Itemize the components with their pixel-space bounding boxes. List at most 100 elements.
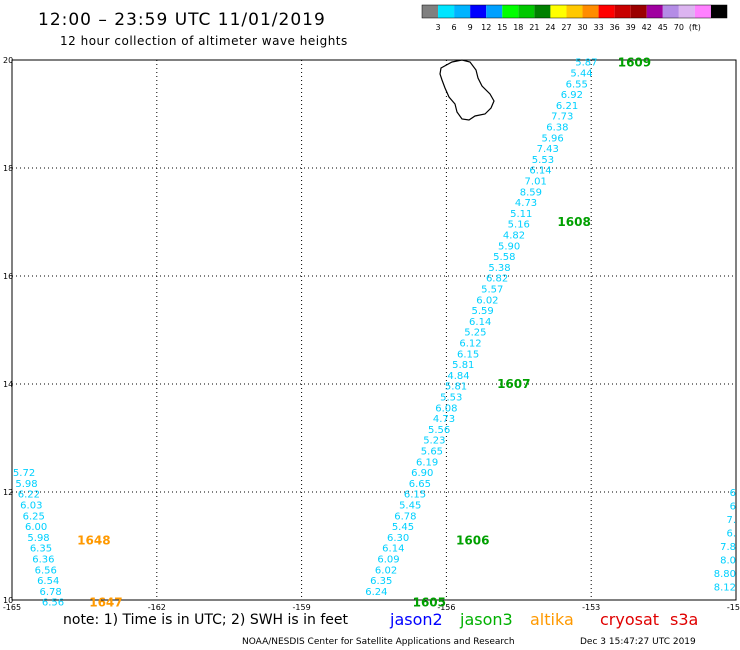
swh-value: 5.58 — [493, 252, 515, 263]
swh-value: 5.81 — [445, 382, 467, 393]
scale-swatch — [422, 5, 439, 18]
swh-value: 5.59 — [471, 306, 493, 317]
scale-swatch — [470, 5, 487, 18]
pass-number: 1605 — [413, 596, 446, 610]
swh-value: 6.78 — [39, 587, 61, 598]
scale-swatch — [550, 5, 567, 18]
swh-value: 6.12 — [459, 339, 481, 350]
right-edge-values: 6 6 7. 6. 7.8 8.0 8.80 8.12 — [714, 488, 736, 594]
pass-number: 1647 — [89, 596, 122, 610]
scale-swatch — [582, 5, 599, 18]
scale-label: 39 — [626, 23, 636, 32]
swh-value: 5.11 — [510, 209, 532, 220]
scale-label: 9 — [468, 23, 473, 32]
lat-tick-label: 14 — [3, 380, 13, 389]
scale-swatch — [598, 5, 615, 18]
pass-number: 1609 — [618, 56, 651, 70]
swh-value: 4.73 — [515, 198, 537, 209]
swh-value: 6.56 — [35, 565, 57, 576]
lon-tick-label: -156 — [437, 603, 455, 612]
scale-label: 42 — [642, 23, 652, 32]
swh-value: 6.03 — [20, 501, 42, 512]
satellite-altika: altika — [530, 610, 574, 629]
swh-value: 6.54 — [37, 576, 59, 587]
swh-value: 6.15 — [457, 349, 479, 360]
swh-value: 5.98 — [15, 479, 37, 490]
swh-value: 5.16 — [508, 220, 530, 231]
swh-value: 5.96 — [541, 133, 563, 144]
lat-lon-grid — [12, 60, 736, 600]
footer-note: note: 1) Time is in UTC; 2) SWH is in fe… — [63, 612, 349, 628]
scale-label: 30 — [577, 23, 587, 32]
swh-value-clipped: 7.8 — [720, 542, 736, 553]
swh-value: 5.87 — [575, 58, 597, 69]
scale-swatch — [646, 5, 663, 18]
scale-label: 45 — [658, 23, 668, 32]
color-scale-legend: 3 6 9 12 15 18 21 24 27 30 33 36 39 42 45 70 (ft) — [421, 4, 728, 32]
pass-number: 1607 — [497, 377, 530, 391]
swh-value: 6.08 — [435, 403, 457, 414]
swh-value: 5.81 — [452, 360, 474, 371]
swh-value: 6.25 — [23, 511, 45, 522]
lon-tick-label: -150 — [727, 603, 740, 612]
map-subtitle: 12 hour collection of altimeter wave hei… — [60, 34, 348, 48]
swh-value: 6.14 — [469, 317, 491, 328]
swh-value: 5.53 — [532, 155, 554, 166]
swh-value: 4.82 — [503, 231, 525, 242]
lat-tick-label: 18 — [3, 164, 13, 173]
swh-value: 6.30 — [387, 533, 409, 544]
scale-swatch — [502, 5, 519, 18]
swh-value: 6.09 — [377, 555, 399, 566]
pass-number: 1608 — [557, 215, 590, 229]
swh-value: 5.44 — [570, 69, 592, 80]
swh-value: 6.02 — [375, 565, 397, 576]
swh-value: 6.19 — [416, 457, 438, 468]
swh-value: 5.72 — [13, 468, 35, 479]
scale-label: 27 — [561, 23, 571, 32]
scale-label: 6 — [452, 23, 457, 32]
swh-value-clipped: 8.0 — [720, 556, 736, 567]
swh-value-clipped: 6. — [726, 529, 736, 540]
scale-swatch — [486, 5, 503, 18]
scale-swatch — [518, 5, 535, 18]
scale-swatch — [614, 5, 631, 18]
scale-label: 70 — [674, 23, 684, 32]
swh-value: 6.36 — [32, 555, 54, 566]
satellite-s3a: s3a — [670, 610, 698, 629]
scale-label: (ft) — [689, 23, 701, 32]
plot-frame — [11, 59, 737, 601]
swh-value-clipped: 8.80 — [714, 569, 736, 580]
lat-tick-label: 12 — [3, 488, 13, 497]
swh-value: 6.00 — [25, 522, 47, 533]
swh-value: 5.90 — [498, 241, 520, 252]
swh-value: 5.23 — [423, 436, 445, 447]
scale-label: 15 — [497, 23, 507, 32]
swh-value: 5.65 — [421, 447, 443, 458]
scale-label: 36 — [610, 23, 620, 32]
swh-value-clipped: 6 — [730, 502, 736, 513]
scale-swatch — [454, 5, 471, 18]
swh-value: 6.22 — [18, 490, 40, 501]
lat-tick-label: 16 — [3, 272, 13, 281]
swh-value: 5.53 — [440, 393, 462, 404]
lat-tick-label: 10 — [3, 596, 13, 605]
swh-value: 7.73 — [551, 112, 573, 123]
swh-value: 6.56 — [42, 598, 64, 609]
swh-value: 6.15 — [404, 490, 426, 501]
lon-tick-label: -162 — [148, 603, 166, 612]
scale-swatch — [710, 5, 727, 18]
satellite-legend: jason2 jason3 altika cryosat s3a — [389, 610, 698, 629]
swh-value: 6.02 — [476, 295, 498, 306]
map-title: 12:00 – 23:59 UTC 11/01/2019 — [38, 10, 326, 30]
swh-value: 5.45 — [392, 522, 414, 533]
scale-swatch — [678, 5, 695, 18]
hawaii-island-coastline — [439, 59, 495, 121]
swh-value: 6.55 — [566, 79, 588, 90]
scale-label: 21 — [529, 23, 539, 32]
scale-swatch — [630, 5, 647, 18]
scale-border — [421, 4, 728, 19]
altimeter-tracks: 5.875.446.556.926.217.736.385.967.435.53… — [13, 58, 598, 609]
swh-value: 5.98 — [27, 533, 49, 544]
swh-value: 6.14 — [382, 544, 404, 555]
